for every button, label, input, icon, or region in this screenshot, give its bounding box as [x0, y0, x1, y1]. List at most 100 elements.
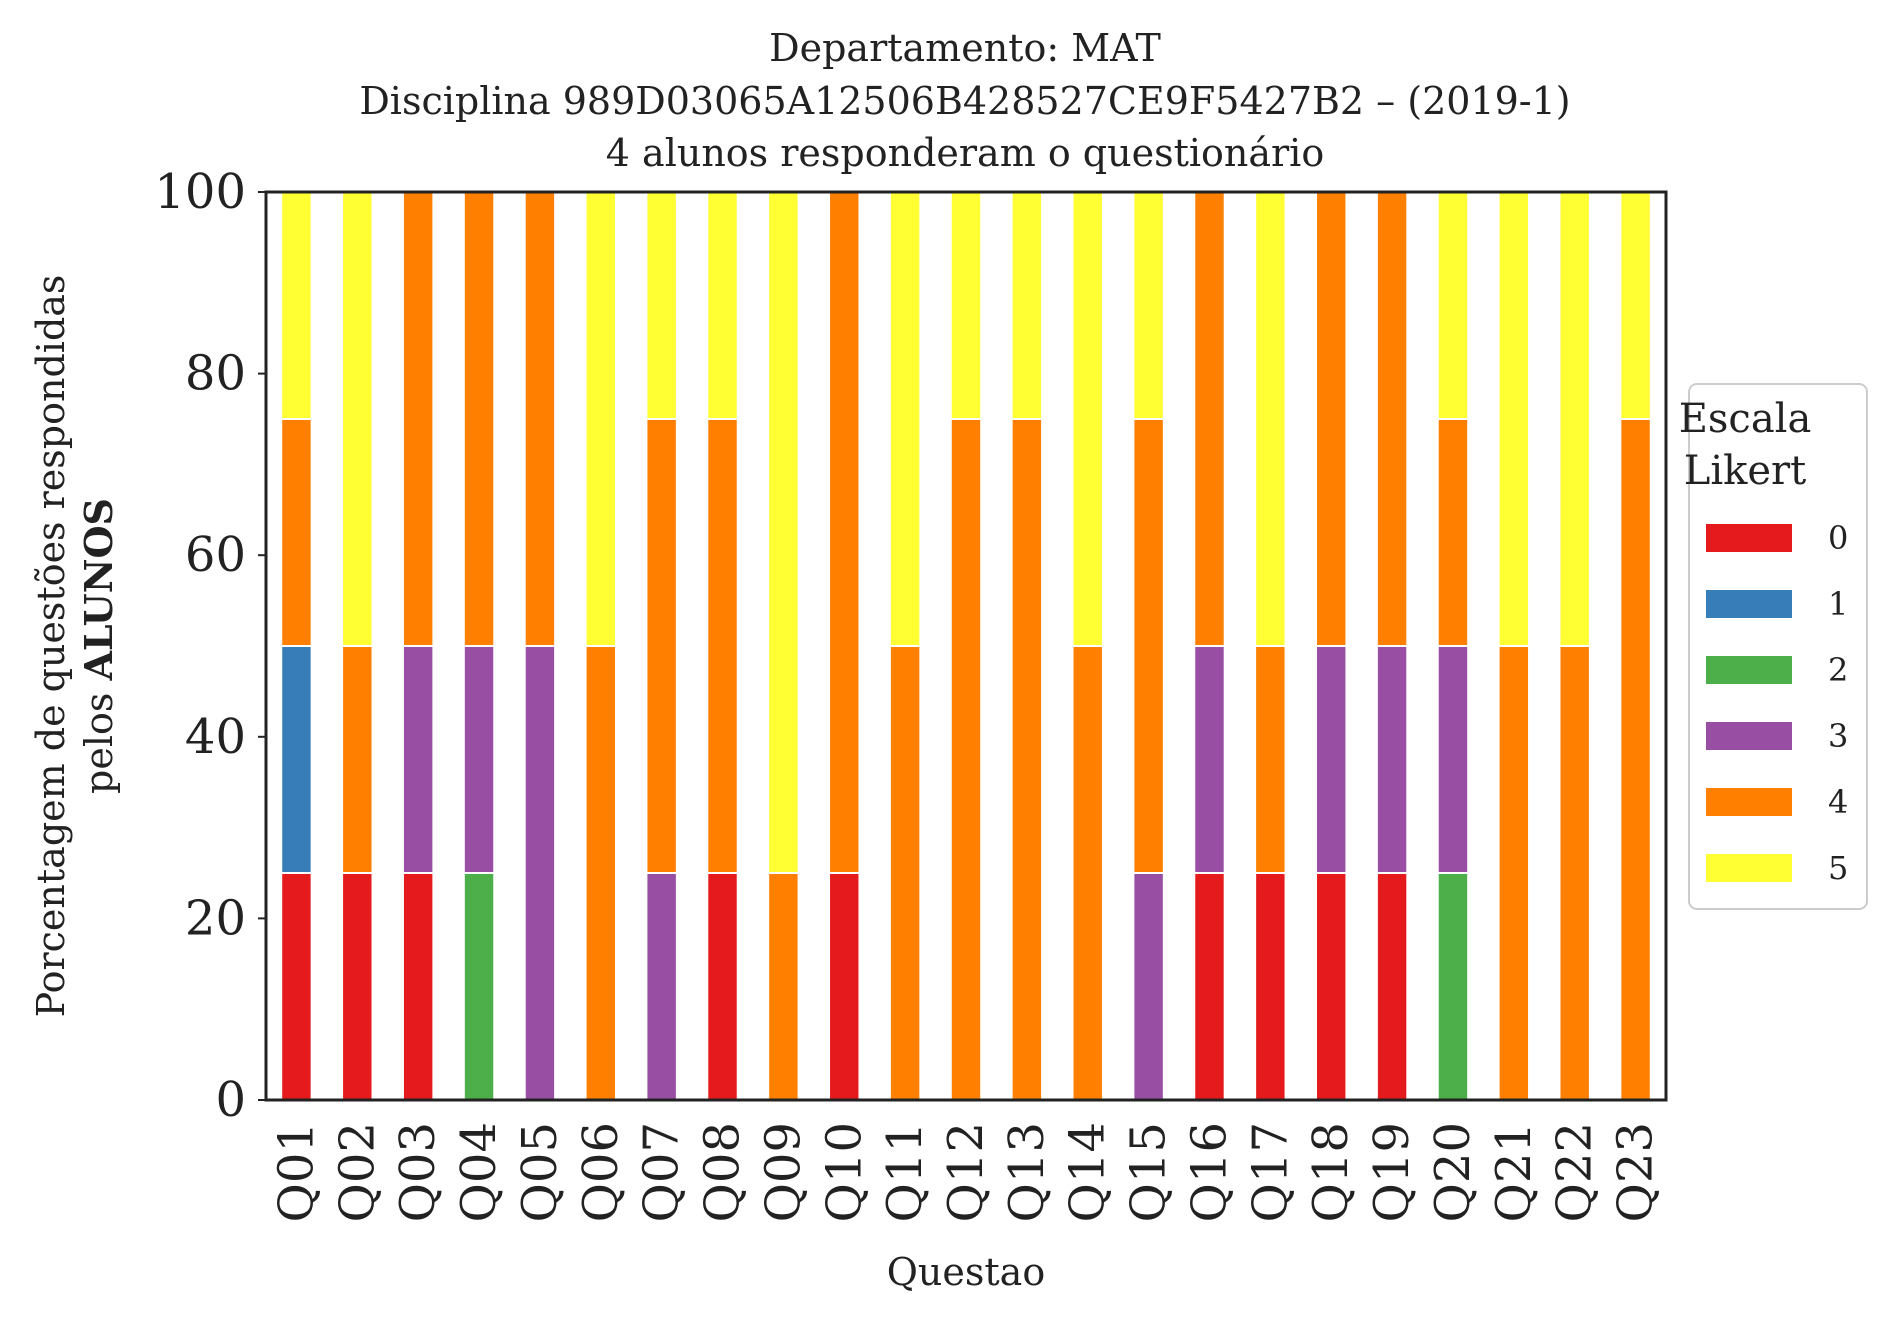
x-tick-label-q12: Q12 [938, 1122, 994, 1222]
bar-q19-likert-3 [1375, 645, 1409, 874]
title-line-3: 4 alunos responderam o questionário [606, 131, 1324, 175]
bar-q15-likert-3 [1132, 872, 1165, 1101]
bar-q14-likert-5 [1071, 191, 1104, 647]
x-tick-label-q01: Q01 [268, 1122, 324, 1222]
x-tick-label-q04: Q04 [451, 1122, 507, 1222]
y-tick-label-20: 20 [185, 890, 246, 946]
bar-q19-likert-4 [1375, 191, 1409, 647]
bar-q05-likert-3 [523, 645, 557, 1101]
x-tick-label-q03: Q03 [390, 1122, 446, 1222]
bar-q23-likert-5 [1619, 191, 1652, 420]
x-tick-label-q13: Q13 [999, 1122, 1055, 1222]
bar-q04-likert-4 [462, 191, 496, 647]
bar-q06-likert-4 [584, 645, 618, 1101]
bar-q02-likert-5 [341, 191, 374, 647]
legend-title-line-1: Escala [1679, 396, 1812, 442]
x-axis-label: Questao [887, 1250, 1045, 1294]
bar-q04-likert-3 [462, 645, 496, 874]
bar-q01-likert-0 [280, 872, 313, 1101]
y-axis-label-prefix: pelos [77, 681, 121, 794]
bar-q02-likert-0 [341, 872, 374, 1101]
bar-q18-likert-4 [1315, 191, 1348, 647]
x-tick-label-q10: Q10 [816, 1122, 872, 1222]
legend-swatch-0 [1706, 524, 1792, 552]
x-tick-label-q15: Q15 [1121, 1122, 1177, 1222]
title-line-2: Disciplina 989D03065A12506B428527CE9F542… [359, 79, 1570, 123]
legend: Escala Likert 0 1 2 3 4 5 [1679, 383, 1868, 910]
bar-q17-likert-0 [1254, 872, 1287, 1101]
bar-q11-likert-4 [888, 645, 922, 1101]
bar-q03-likert-0 [401, 872, 435, 1101]
x-tick-label-q20: Q20 [1425, 1122, 1481, 1222]
bar-q11-likert-5 [888, 191, 922, 647]
x-tick-label-q05: Q05 [512, 1122, 568, 1222]
legend-swatch-2 [1706, 656, 1792, 684]
bars-group [280, 191, 1652, 1101]
chart-title: Departamento: MAT Disciplina 989D03065A1… [359, 26, 1570, 175]
bar-q14-likert-4 [1071, 645, 1104, 1101]
bar-q07-likert-4 [645, 418, 678, 874]
y-axis-label: Porcentagem de questões respondidas pelo… [29, 275, 121, 1018]
legend-label-3: 3 [1828, 717, 1848, 755]
y-tick-label-100: 100 [154, 164, 246, 220]
legend-label-1: 1 [1828, 585, 1848, 623]
bar-q23-likert-4 [1619, 418, 1652, 1101]
bar-q20-likert-4 [1436, 418, 1470, 647]
x-tick-label-q06: Q06 [573, 1122, 629, 1222]
bar-q09-likert-4 [767, 872, 800, 1101]
bar-q13-likert-5 [1010, 191, 1044, 420]
bar-q01-likert-4 [280, 418, 313, 647]
legend-title-line-2: Likert [1684, 448, 1806, 494]
bar-q04-likert-2 [462, 872, 496, 1101]
x-tick-label-q07: Q07 [634, 1122, 690, 1222]
bar-q07-likert-5 [645, 191, 678, 420]
x-tick-label-q16: Q16 [1181, 1122, 1237, 1222]
plot-frame [264, 190, 1668, 1102]
x-tick-label-q18: Q18 [1303, 1122, 1359, 1222]
bar-q02-likert-4 [341, 645, 374, 874]
bar-q07-likert-3 [645, 872, 678, 1101]
bar-q03-likert-4 [401, 191, 435, 647]
bar-q10-likert-0 [828, 872, 861, 1101]
bar-q19-likert-0 [1375, 872, 1409, 1101]
y-tick-label-60: 60 [185, 527, 246, 583]
bar-q12-likert-4 [949, 418, 983, 1101]
bar-q18-likert-0 [1315, 872, 1348, 1101]
x-axis-ticks: Q01 Q02 Q03 Q04 Q05 Q06 Q07 Q08 Q09 Q10 Q11 Q12 Q13 Q… [268, 1122, 1663, 1222]
bar-q16-likert-3 [1193, 645, 1226, 874]
bar-q16-likert-4 [1193, 191, 1226, 647]
y-axis-label-line-2: pelos ALUNOS [76, 498, 121, 794]
bar-q15-likert-4 [1132, 418, 1165, 874]
bar-q01-likert-5 [280, 191, 313, 420]
title-line-1: Departamento: MAT [769, 26, 1161, 70]
bar-q08-likert-0 [706, 872, 739, 1101]
y-tick-label-0: 0 [215, 1072, 246, 1128]
legend-label-2: 2 [1828, 651, 1848, 689]
bar-q15-likert-5 [1132, 191, 1165, 420]
y-tick-label-80: 80 [185, 346, 246, 402]
bar-q16-likert-0 [1193, 872, 1226, 1101]
bar-q12-likert-5 [949, 191, 983, 420]
legend-label-5: 5 [1828, 849, 1848, 887]
x-tick-label-q23: Q23 [1608, 1122, 1664, 1222]
x-tick-label-q22: Q22 [1547, 1122, 1603, 1222]
bar-q01-likert-1 [280, 645, 313, 874]
bar-q22-likert-4 [1558, 645, 1591, 1101]
bar-q08-likert-5 [706, 191, 739, 420]
x-tick-label-q11: Q11 [877, 1122, 933, 1222]
bar-q13-likert-4 [1010, 418, 1044, 1101]
bar-q21-likert-4 [1497, 645, 1531, 1101]
legend-swatch-1 [1706, 590, 1792, 618]
legend-swatch-3 [1706, 722, 1792, 750]
bar-q20-likert-5 [1436, 191, 1470, 420]
x-tick-label-q19: Q19 [1364, 1122, 1420, 1222]
x-tick-label-q08: Q08 [695, 1122, 751, 1222]
bar-q08-likert-4 [706, 418, 739, 874]
bar-q10-likert-4 [828, 191, 861, 874]
x-tick-label-q17: Q17 [1242, 1122, 1298, 1222]
bar-q17-likert-5 [1254, 191, 1287, 647]
legend-items: 0 1 2 3 4 5 [1706, 519, 1848, 887]
bar-q06-likert-5 [584, 191, 618, 647]
x-tick-label-q14: Q14 [1060, 1122, 1116, 1222]
